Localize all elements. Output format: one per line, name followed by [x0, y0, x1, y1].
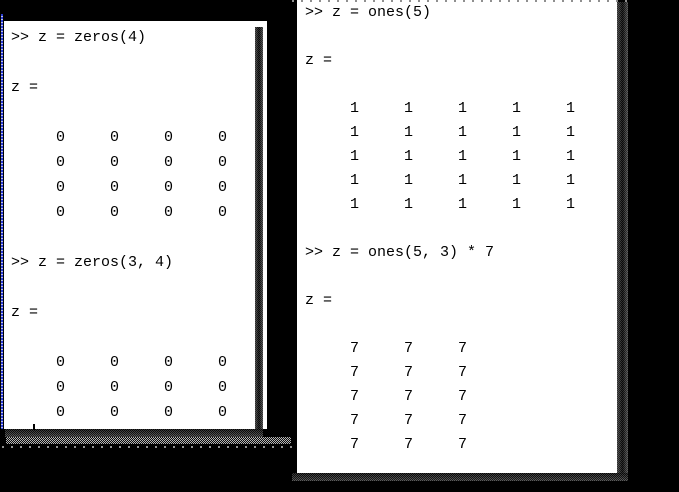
- left-panel-bottom-tick-mark: [33, 424, 35, 430]
- right-panel-bottom-shadow-bar: [292, 473, 628, 481]
- console-output-ones[interactable]: >> z = ones(5) z = 1 1 1 1 1 1 1 1 1 1 1…: [305, 4, 576, 453]
- console-output-zeros[interactable]: >> z = zeros(4) z = 0 0 0 0 0 0 0 0 0 0 …: [11, 29, 228, 421]
- right-panel-top-dot-row: [292, 0, 632, 2]
- matlab-console-panel-ones: >> z = ones(5) z = 1 1 1 1 1 1 1 1 1 1 1…: [297, 0, 617, 473]
- left-panel-blue-edge: [1, 14, 3, 429]
- left-panel-right-shadow-bar: [255, 27, 263, 437]
- matlab-console-panel-zeros: >> z = zeros(4) z = 0 0 0 0 0 0 0 0 0 0 …: [4, 21, 267, 429]
- left-panel-outer-shadow-strip: [6, 437, 291, 444]
- left-panel-shadow-dot-row: [2, 446, 292, 448]
- left-panel-bottom-shadow-bar: [5, 429, 263, 437]
- right-panel-right-shadow-bar: [617, 2, 628, 481]
